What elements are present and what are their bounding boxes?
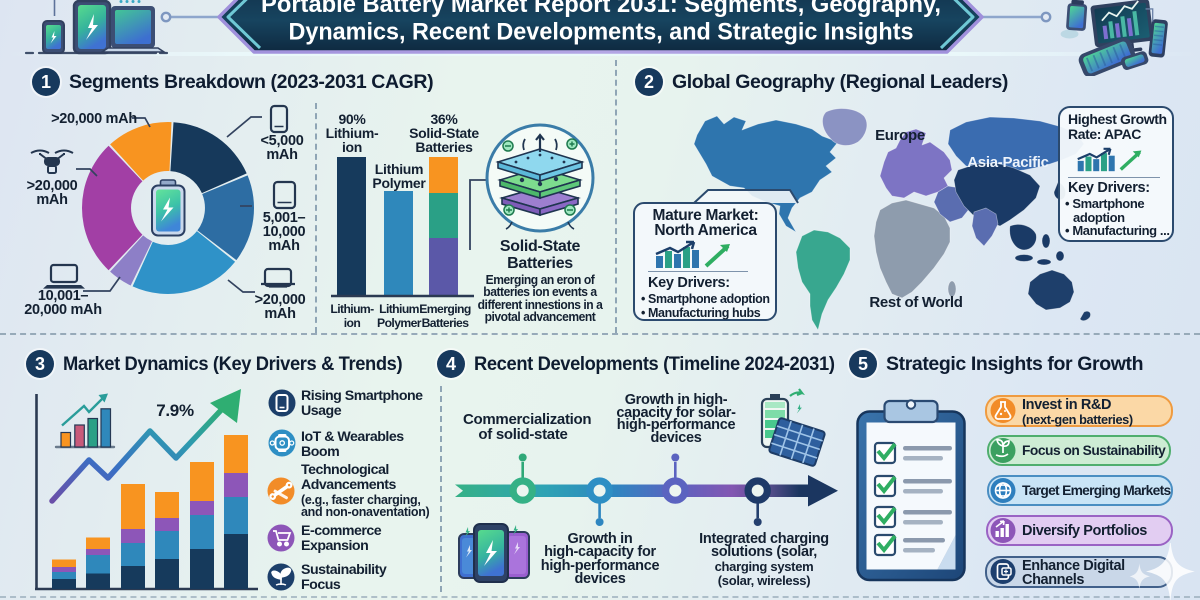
svg-text:Portable Battery Market Report: Portable Battery Market Report 2031: Seg… — [261, 0, 941, 18]
svg-text:Dynamics, Recent Developments,: Dynamics, Recent Developments, and Strat… — [289, 19, 914, 46]
